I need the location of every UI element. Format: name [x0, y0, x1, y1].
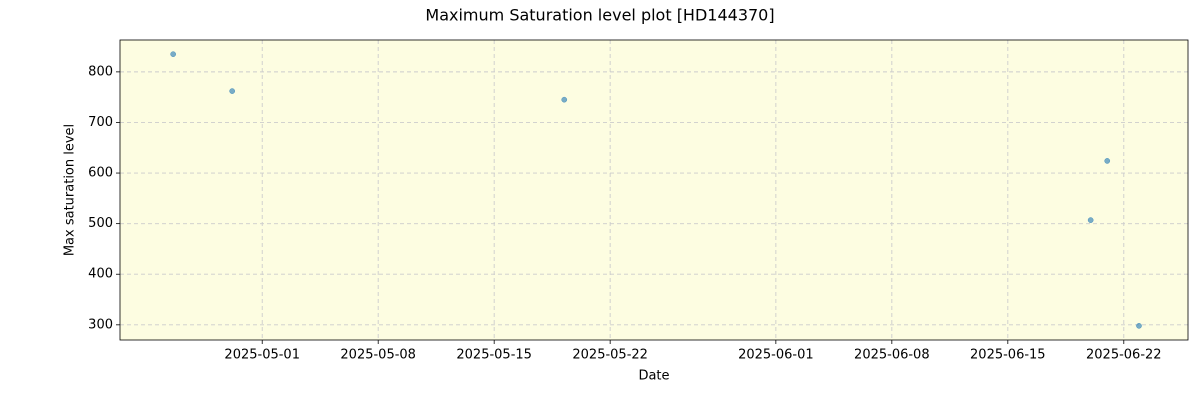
x-tick-label: 2025-05-01: [224, 348, 300, 363]
chart-title: Maximum Saturation level plot [HD144370]: [425, 6, 774, 25]
y-tick-label: 700: [88, 115, 113, 130]
y-tick-label: 800: [88, 64, 113, 79]
point: [561, 96, 568, 103]
y-tick-label: 300: [88, 317, 113, 332]
x-tick-label: 2025-06-15: [970, 348, 1046, 363]
y-tick-label: 500: [88, 216, 113, 231]
y-tick-label: 400: [88, 267, 113, 282]
point: [1087, 217, 1094, 223]
point: [1104, 158, 1111, 164]
point: [1136, 322, 1142, 329]
x-tick-label: 2025-05-15: [456, 348, 532, 363]
y-tick-label: 600: [88, 166, 113, 181]
x-tick-label: 2025-06-22: [1086, 348, 1162, 363]
x-tick-label: 2025-05-08: [340, 348, 416, 363]
y-axis-label: Max saturation level: [63, 124, 78, 256]
x-tick-label: 2025-05-22: [572, 348, 648, 363]
plot-frame: [119, 39, 1189, 341]
point: [170, 51, 177, 58]
x-axis-label: Date: [638, 369, 669, 384]
point: [229, 88, 236, 94]
x-tick-label: 2025-06-01: [738, 348, 814, 363]
plot-area: [120, 40, 1188, 340]
x-tick-label: 2025-06-08: [854, 348, 930, 363]
